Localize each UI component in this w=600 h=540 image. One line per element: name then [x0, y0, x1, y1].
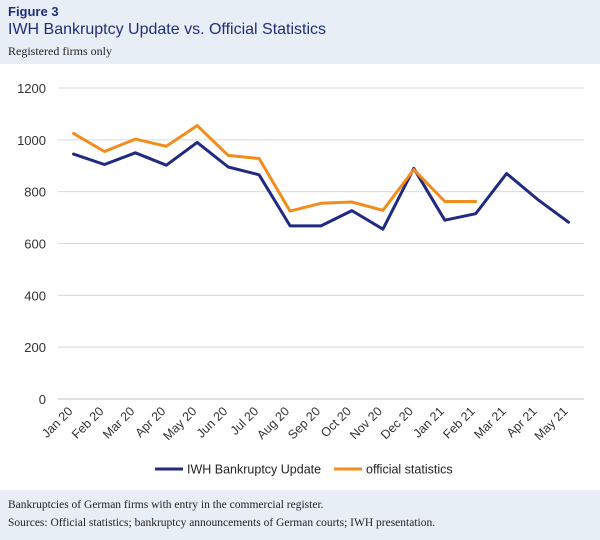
x-tick-label: Jan 20 — [39, 404, 75, 440]
x-tick-label: Mar 21 — [471, 404, 508, 441]
y-tick-label: 600 — [24, 237, 46, 252]
legend-label: official statistics — [366, 463, 453, 477]
figure-label: Figure 3 — [8, 4, 59, 19]
series-line-iwh-bankruptcy-update — [72, 140, 570, 231]
y-tick-label: 800 — [24, 185, 46, 200]
chart-sources: Sources: Official statistics; bankruptcy… — [8, 517, 436, 529]
legend-label: IWH Bankruptcy Update — [187, 463, 321, 477]
chart-title: IWH Bankruptcy Update vs. Official Stati… — [8, 21, 327, 38]
y-tick-label: 1200 — [17, 81, 46, 96]
chart-area: 0 200 400 600 800 1000 1200 Jan 20 Feb 20 Mar 20 A… — [0, 64, 600, 490]
series-line-official-statistics — [72, 124, 478, 213]
y-tick-label: 0 — [39, 392, 46, 407]
x-tick-label: Dec 20 — [378, 404, 416, 442]
x-tick-label: Sep 20 — [285, 404, 323, 442]
x-tick-label: Aug 20 — [254, 404, 292, 442]
x-tick-label: Feb 21 — [440, 404, 477, 441]
x-tick-label: May 20 — [160, 404, 199, 443]
y-tick-label: 400 — [24, 288, 46, 303]
y-tick-label: 200 — [24, 340, 46, 355]
chart-note: Bankruptcies of German firms with entry … — [8, 499, 324, 511]
x-tick-label: Feb 20 — [69, 404, 106, 441]
x-tick-label: Nov 20 — [347, 404, 385, 442]
x-tick-label: Mar 20 — [100, 404, 137, 441]
chart-subtitle: Registered firms only — [8, 44, 112, 58]
x-tick-label: May 21 — [532, 404, 571, 443]
y-tick-label: 1000 — [17, 133, 46, 148]
x-tick-label: Jun 20 — [194, 404, 230, 440]
x-tick-label: Jan 21 — [410, 404, 446, 440]
